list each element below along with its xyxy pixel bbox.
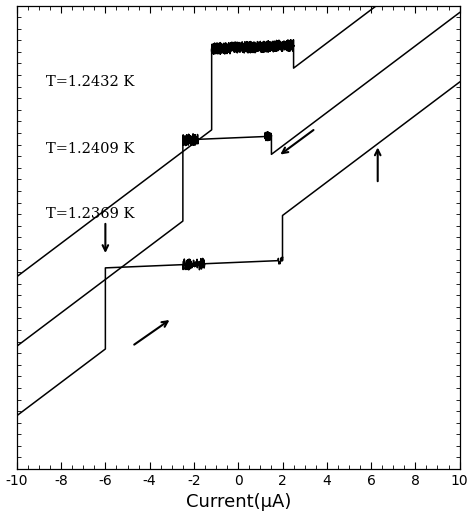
Text: T=1.2409 K: T=1.2409 K: [46, 142, 134, 156]
Text: T=1.2432 K: T=1.2432 K: [46, 75, 134, 89]
X-axis label: Current(μA): Current(μA): [185, 493, 291, 511]
Text: T=1.2369 K: T=1.2369 K: [46, 207, 134, 221]
